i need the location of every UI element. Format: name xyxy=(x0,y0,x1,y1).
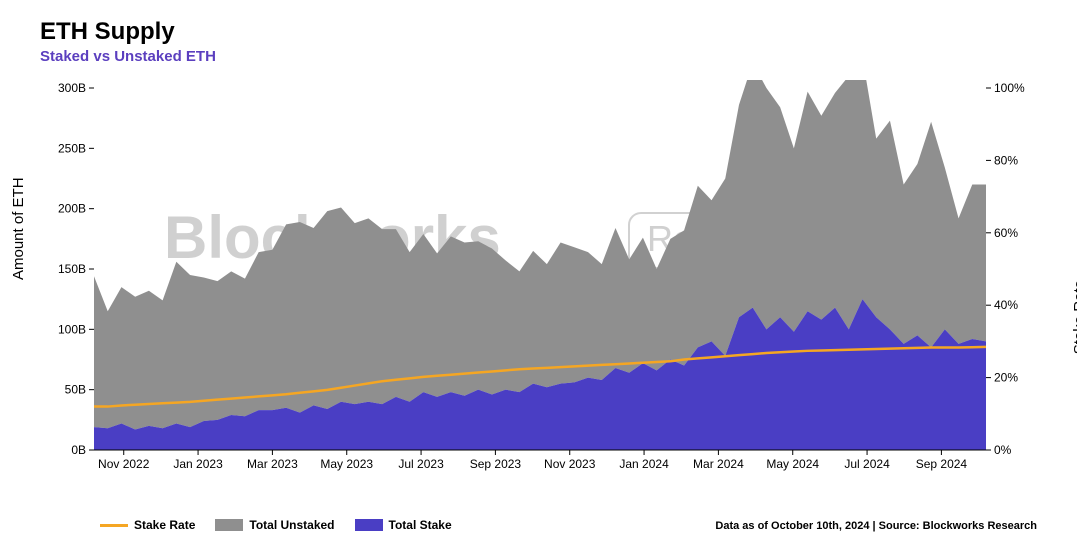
svg-text:40%: 40% xyxy=(994,298,1018,312)
legend-label: Stake Rate xyxy=(134,518,195,532)
legend-swatch xyxy=(355,519,383,531)
legend-item-stake_rate: Stake Rate xyxy=(100,518,195,532)
svg-text:100B: 100B xyxy=(58,322,86,336)
svg-text:80%: 80% xyxy=(994,153,1018,167)
legend-item-unstaked: Total Unstaked xyxy=(215,518,334,532)
svg-text:0%: 0% xyxy=(994,443,1012,457)
legend: Stake Rate Total Unstaked Total Stake xyxy=(100,518,452,532)
svg-text:Jan 2024: Jan 2024 xyxy=(619,457,669,471)
y-axis-left-label: Amount of ETH xyxy=(10,177,27,280)
svg-text:May 2023: May 2023 xyxy=(320,457,373,471)
svg-text:100%: 100% xyxy=(994,81,1025,95)
legend-swatch xyxy=(100,524,128,527)
svg-text:Jul 2024: Jul 2024 xyxy=(844,457,890,471)
svg-text:Sep 2024: Sep 2024 xyxy=(916,457,968,471)
svg-text:60%: 60% xyxy=(994,226,1018,240)
svg-text:Mar 2024: Mar 2024 xyxy=(693,457,744,471)
chart-container: ETH Supply Staked vs Unstaked ETH Amount… xyxy=(0,0,1077,548)
svg-text:Mar 2023: Mar 2023 xyxy=(247,457,298,471)
svg-text:200B: 200B xyxy=(58,202,86,216)
legend-item-stake: Total Stake xyxy=(355,518,452,532)
svg-text:Sep 2023: Sep 2023 xyxy=(470,457,522,471)
footer-attribution: Data as of October 10th, 2024 | Source: … xyxy=(715,520,1037,532)
svg-text:Nov 2022: Nov 2022 xyxy=(98,457,150,471)
plot-area: BlockworksResearch0B50B100B150B200B250B3… xyxy=(40,80,1040,480)
svg-text:Jul 2023: Jul 2023 xyxy=(398,457,444,471)
y-axis-right-label: Stake Rate xyxy=(1071,280,1077,354)
title-block: ETH Supply Staked vs Unstaked ETH xyxy=(40,18,216,65)
svg-text:0B: 0B xyxy=(71,443,86,457)
chart-subtitle: Staked vs Unstaked ETH xyxy=(40,48,216,65)
svg-text:Jan 2023: Jan 2023 xyxy=(173,457,223,471)
svg-text:Nov 2023: Nov 2023 xyxy=(544,457,596,471)
svg-text:150B: 150B xyxy=(58,262,86,276)
legend-label: Total Unstaked xyxy=(249,518,334,532)
svg-text:250B: 250B xyxy=(58,141,86,155)
legend-swatch xyxy=(215,519,243,531)
svg-text:50B: 50B xyxy=(65,383,86,397)
svg-text:20%: 20% xyxy=(994,371,1018,385)
svg-text:May 2024: May 2024 xyxy=(766,457,819,471)
legend-label: Total Stake xyxy=(389,518,452,532)
svg-text:300B: 300B xyxy=(58,81,86,95)
chart-svg: BlockworksResearch0B50B100B150B200B250B3… xyxy=(40,80,1040,480)
chart-title: ETH Supply xyxy=(40,18,216,46)
